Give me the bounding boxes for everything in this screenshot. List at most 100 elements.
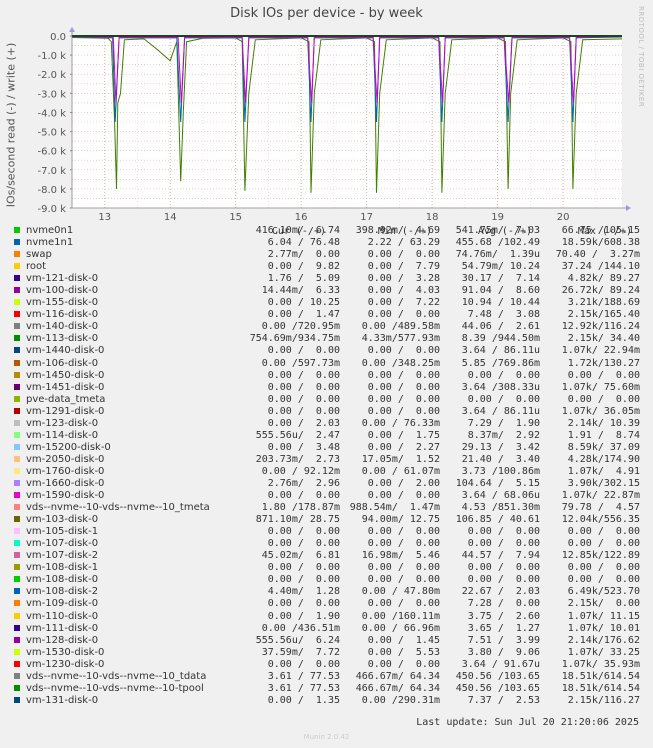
- legend-max-value: 26.72k/ 89.24: [561, 285, 640, 297]
- legend-cur-value: 0.00 / 1.47: [267, 309, 340, 321]
- legend-avg-value: 74.76m/ 1.39u: [455, 249, 540, 261]
- legend-cur-value: 0.00 / 0.00: [267, 369, 340, 381]
- legend-avg-value: 0.00 / 0.00: [467, 393, 540, 405]
- legend-avg-value: 10.94 / 10.44: [461, 297, 540, 309]
- legend-avg-value: 450.56 /103.65: [455, 682, 540, 694]
- col-header-min: Min (-/+): [377, 226, 432, 237]
- y-axis-arrow: [69, 27, 75, 32]
- legend-avg-value: 7.28 / 0.00: [467, 598, 540, 610]
- legend-cur-value: 0.00 / 0.00: [267, 526, 340, 538]
- y-tick-label: -7.0 k: [38, 166, 67, 177]
- legend-cur-value: 0.00 / 0.00: [267, 345, 340, 357]
- legend-row: vm-123-disk-0 0.00 / 2.03 0.00 / 76.33m 7.2…: [12, 418, 640, 430]
- legend-avg-value: 0.00 / 0.00: [467, 562, 540, 574]
- legend-max-value: 18.51k/614.54: [561, 670, 640, 682]
- legend-name: vm-105-disk-1: [26, 526, 99, 538]
- y-tick-label: -8.0 k: [38, 185, 67, 196]
- legend-max-value: 2.14k/176.62: [567, 634, 640, 646]
- legend-row: vds--nvme--10-vds--nvme--10_tmeta 1.80 /1…: [12, 502, 640, 514]
- legend-name: vm-1530-disk-0: [26, 646, 105, 658]
- legend-name: vm-108-disk-0: [26, 574, 99, 586]
- legend-min-value: 16.98m/ 5.46: [361, 550, 440, 562]
- legend-min-value: 0.00 / 0.00: [367, 538, 440, 550]
- legend-max-value: 37.24 /144.10: [561, 261, 640, 273]
- legend-name: vm-111-disk-0: [26, 622, 99, 634]
- legend-max-value: 8.59k/ 37.09: [567, 441, 640, 453]
- legend-avg-value: 3.75 / 2.60: [467, 610, 540, 622]
- x-axis-arrow: [626, 205, 631, 211]
- legend-cur-value: 0.00 / 0.00: [267, 658, 340, 670]
- legend-name: vm-107-disk-2: [26, 550, 99, 562]
- legend-min-value: 0.00 / 0.00: [367, 405, 440, 417]
- legend-min-value: 0.00 / 0.00: [367, 562, 440, 574]
- legend-row: vm-113-disk-0 754.69m/934.75m 4.33m/577.93…: [12, 333, 640, 345]
- legend-max-value: 2.15k/165.40: [567, 309, 640, 321]
- legend-min-value: 0.00 / 66.96m: [361, 622, 440, 634]
- x-tick-label: 17: [360, 212, 373, 222]
- legend-swatch: [14, 528, 20, 535]
- legend-avg-value: 541.75m/ 7.03: [455, 225, 540, 237]
- legend-row: nvme0n1 416.10m/ 6.74 398.92m/ 4.69 541.75m…: [12, 225, 640, 237]
- legend-max-value: 12.85k/122.89: [561, 550, 640, 562]
- y-tick-label: 0.0: [50, 32, 66, 43]
- legend-min-value: 0.00 / 47.80m: [361, 586, 440, 598]
- legend-avg-value: 44.06 / 2.61: [461, 321, 540, 333]
- legend-min-value: 0.00 / 0.00: [367, 658, 440, 670]
- y-tick-label: -4.0 k: [38, 108, 67, 119]
- legend-cur-value: 0.00 / 0.00: [267, 381, 340, 393]
- legend-swatch: [14, 480, 20, 486]
- legend-table: nvme0n1 416.10m/ 6.74 398.92m/ 4.69 541.75m…: [12, 225, 640, 707]
- munin-footer: Munin 2.0.42: [303, 733, 350, 741]
- legend-cur-value: 4.40m/ 1.28: [267, 586, 340, 598]
- legend-min-value: 398.92m/ 4.69: [355, 225, 440, 237]
- legend-row: root 0.00 / 9.82 0.00 / 7.79 54.79m/ 10.24 3…: [12, 261, 640, 273]
- legend-min-value: 0.00 / 76.33m: [361, 417, 440, 429]
- legend-row: vm-1440-disk-0 0.00 / 0.00 0.00 / 0.00 3.64…: [12, 345, 640, 357]
- x-tick-label: 15: [229, 212, 242, 222]
- legend-name: vm-131-disk-0: [26, 694, 99, 706]
- y-tick-label: -5.0 k: [38, 128, 67, 139]
- legend-avg-value: 8.37m/ 2.92: [467, 429, 540, 441]
- legend-name: vds--nvme--10-vds--nvme--10_tdata: [26, 670, 207, 682]
- last-update: Last update: Sun Jul 20 21:20:06 2025: [416, 717, 639, 728]
- legend-max-value: 2.15k/ 0.00: [567, 598, 640, 610]
- legend-swatch: [14, 311, 20, 318]
- legend-name: vm-1230-disk-0: [26, 658, 105, 670]
- legend-name: vm-108-disk-1: [26, 562, 99, 574]
- legend-cur-value: 0.00 / 0.00: [267, 490, 340, 502]
- legend-min-value: 0.00 / 2.00: [367, 478, 440, 489]
- legend-max-value: 1.91 / 8.74: [567, 429, 640, 441]
- legend-row: vm-15200-disk-0 0.00 / 3.48 0.00 / 2.27 29.…: [12, 442, 640, 454]
- legend-swatch: [14, 612, 20, 619]
- legend-max-value: 4.82k/ 89.27: [567, 273, 640, 285]
- legend-avg-value: 3.65 / 1.27: [467, 622, 540, 634]
- legend-name: vm-107-disk-0: [26, 538, 99, 550]
- legend-swatch: [14, 696, 20, 703]
- legend-min-value: 466.67m/ 64.34: [355, 682, 440, 694]
- legend-min-value: 0.00 / 4.03: [367, 285, 440, 297]
- legend-row: vm-121-disk-0 1.76 / 5.09 0.00 / 3.28 30.17…: [12, 273, 640, 285]
- x-tick-label: 16: [295, 212, 308, 222]
- legend-row: vm-108-disk-2 4.40m/ 1.28 0.00 / 47.80m 22.…: [12, 586, 640, 598]
- legend-row: vm-107-disk-2 45.02m/ 6.81 16.98m/ 5.46 44.…: [12, 550, 640, 562]
- legend-min-value: 0.00 / 0.00: [367, 369, 440, 381]
- legend-avg-value: 22.67 / 2.03: [461, 586, 540, 598]
- legend-avg-value: 0.00 / 0.00: [467, 526, 540, 538]
- legend-avg-value: 7.37 / 2.53: [467, 694, 540, 706]
- legend-cur-value: 2.77m/ 0.00: [267, 249, 340, 261]
- legend-name: vm-140-disk-0: [26, 321, 99, 333]
- legend-max-value: 18.51k/614.54: [561, 682, 640, 694]
- legend-row: vm-114-disk-0 555.56u/ 2.47 0.00 / 1.75 8.3…: [12, 430, 640, 442]
- legend-name: swap: [26, 249, 52, 261]
- legend-max-value: 0.00 / 0.00: [567, 526, 640, 538]
- legend-swatch: [14, 299, 20, 306]
- legend-avg-value: 455.68 /102.49: [455, 237, 540, 249]
- legend-avg-value: 3.73 /100.86m: [461, 465, 540, 477]
- legend-cur-value: 203.73m/ 2.73: [255, 453, 340, 465]
- legend-cur-value: 0.00 / 10.25: [267, 297, 340, 309]
- legend-avg-value: 106.85 / 40.61: [455, 514, 540, 526]
- legend-swatch: [14, 564, 20, 571]
- legend-row: vds--nvme--10-vds--nvme--10_tdata 3.61 / …: [12, 671, 640, 683]
- legend-cur-value: 0.00 /720.95m: [261, 321, 340, 333]
- legend-avg-value: 54.79m/ 10.24: [461, 261, 540, 273]
